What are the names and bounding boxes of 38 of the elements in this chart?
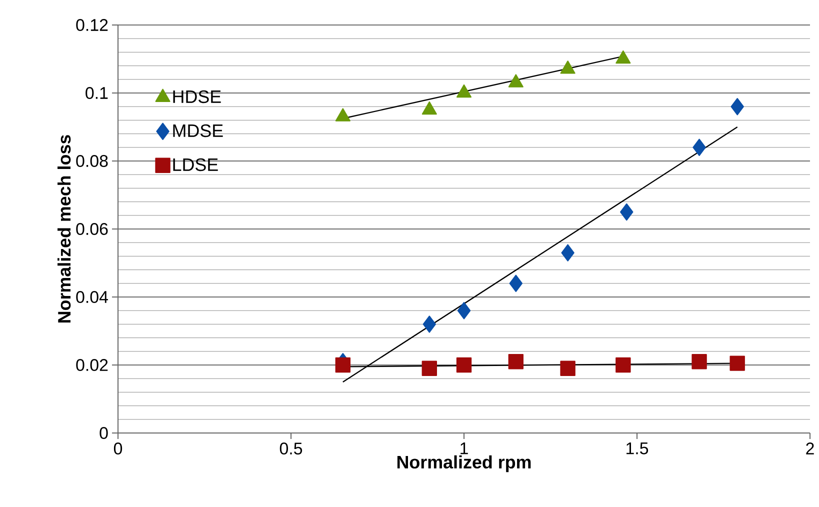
point [335,108,350,122]
point [561,244,574,262]
x-tick-label: 1 [460,442,468,454]
x-tick-label: 0.5 [280,442,302,455]
point [508,354,524,370]
x-tick-label: 0 [114,442,122,455]
x-tick-label: 1.5 [626,442,648,454]
legend-label: MDSE [173,124,223,138]
legend-label: HDSE [173,90,221,104]
y-tick-label: 0.06 [76,223,108,235]
y-tick-label: 0.12 [76,18,108,31]
point [616,50,631,64]
point [422,316,436,333]
point [730,98,744,116]
y-tick-label: 0.08 [76,155,108,167]
y-tick-label: 0.1 [86,87,108,99]
point [616,357,631,373]
point [560,60,576,74]
point [560,360,576,376]
x-axis-title: Normalized rpm [397,455,531,472]
y-tick-label: 0.02 [76,359,108,371]
point [456,84,472,98]
point [508,74,524,88]
point [335,357,350,373]
point [457,302,471,320]
point [692,138,706,156]
x-tick-label: 2 [806,442,814,454]
y-tick-label: 0.04 [76,291,108,303]
point [422,101,437,115]
point [456,357,472,373]
point [730,356,745,371]
point [509,274,522,292]
point [620,203,634,221]
point [422,360,437,376]
y-tick-label: 0 [100,427,108,439]
legend-label: LDSE [173,158,218,172]
point [692,354,707,370]
y-axis-title: Normalized mech loss [58,135,71,322]
